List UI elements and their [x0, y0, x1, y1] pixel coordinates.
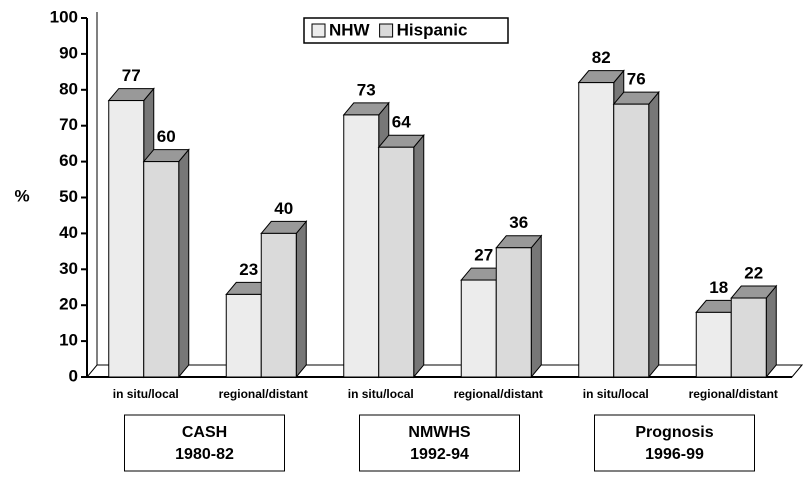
y-tick-label: 30	[59, 259, 78, 278]
value-label: 22	[744, 264, 763, 283]
y-tick-label: 10	[59, 331, 78, 350]
y-axis-label: %	[14, 186, 29, 205]
bar	[260, 232, 297, 378]
x-tick-label: regional/distant	[689, 387, 778, 401]
group-label: NMWHS	[408, 424, 471, 441]
value-label: 60	[157, 127, 176, 146]
bar	[343, 114, 380, 378]
value-label: 36	[509, 213, 528, 232]
bar-group: 22	[730, 264, 778, 379]
legend-swatch	[311, 23, 326, 38]
bar	[143, 161, 180, 378]
bar-side	[648, 90, 660, 379]
x-tick-label: in situ/local	[113, 387, 179, 401]
x-tick-label: regional/distant	[219, 387, 308, 401]
value-label: 27	[474, 246, 493, 265]
bar-side	[295, 220, 307, 379]
bar-group: 76	[612, 70, 660, 379]
bar	[578, 82, 615, 378]
bar	[695, 311, 732, 378]
y-tick-label: 80	[59, 79, 78, 98]
bar-side	[413, 133, 425, 379]
x-tick-label: in situ/local	[348, 387, 414, 401]
group-period: 1992-94	[410, 446, 469, 463]
group-box	[124, 414, 285, 472]
bar	[378, 146, 415, 378]
group-box	[594, 414, 755, 472]
x-tick-label: in situ/local	[583, 387, 649, 401]
legend-label: Hispanic	[397, 20, 468, 39]
bar	[108, 100, 145, 378]
value-label: 76	[627, 70, 646, 89]
y-tick-label: 20	[59, 295, 78, 314]
group-box	[359, 414, 520, 472]
bar	[613, 103, 650, 378]
floor	[85, 364, 803, 378]
bar-group: 36	[495, 213, 543, 379]
value-label: 18	[709, 278, 728, 297]
y-tick-label: 70	[59, 115, 78, 134]
value-label: 64	[392, 113, 411, 132]
y-tick-label: 90	[59, 43, 78, 62]
legend: NHW Hispanic	[303, 17, 509, 44]
group-period: 1996-99	[645, 446, 704, 463]
legend-label: NHW	[329, 20, 371, 39]
group-label: Prognosis	[635, 424, 713, 441]
bar-group: 60	[142, 127, 190, 379]
y-tick-label: 100	[50, 7, 78, 26]
value-label: 77	[122, 66, 141, 85]
bar-side	[178, 148, 190, 379]
bar	[460, 279, 497, 378]
y-tick-label: 60	[59, 151, 78, 170]
y-tick-label: 50	[59, 187, 78, 206]
value-label: 82	[592, 48, 611, 67]
legend-box	[303, 17, 509, 44]
bar	[730, 297, 767, 378]
bar-side	[530, 234, 542, 379]
group-period: 1980-82	[175, 446, 234, 463]
value-label: 73	[357, 80, 376, 99]
bar	[225, 293, 262, 378]
bar-group: 40	[260, 199, 308, 379]
group-label: CASH	[182, 424, 227, 441]
value-label: 40	[274, 199, 293, 218]
x-tick-label: regional/distant	[454, 387, 543, 401]
bar-side	[765, 284, 777, 379]
y-tick-label: 40	[59, 223, 78, 242]
y-tick-label: 0	[69, 366, 78, 385]
legend-swatch	[379, 23, 394, 38]
value-label: 23	[239, 260, 258, 279]
bar-group: 64	[377, 113, 425, 379]
bar	[495, 247, 532, 378]
